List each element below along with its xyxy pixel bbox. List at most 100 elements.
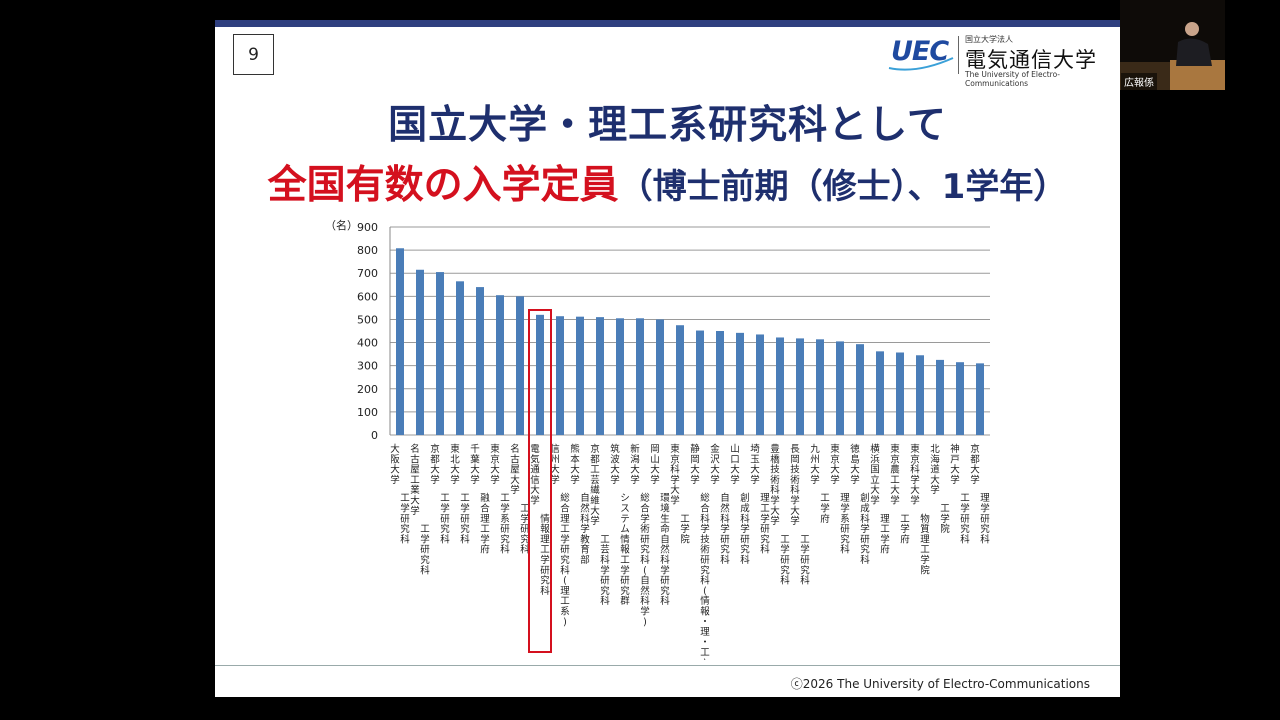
x-tick-char: 大 bbox=[470, 464, 480, 476]
x-tick-label: 熊本大学自然科学教育部 bbox=[570, 443, 590, 566]
x-tick-char: 技 bbox=[700, 533, 710, 545]
x-tick-char: 大 bbox=[590, 505, 600, 517]
x-tick-char: 科 bbox=[670, 464, 680, 476]
x-tick-char: 繊 bbox=[590, 484, 600, 496]
x-tick-char: 科 bbox=[720, 513, 730, 525]
x-tick-char: 情 bbox=[700, 595, 710, 607]
x-tick-char: 学 bbox=[470, 474, 480, 486]
x-tick-char: 京 bbox=[670, 453, 680, 465]
x-tick-char: 創 bbox=[740, 492, 750, 504]
y-tick-label: 800 bbox=[357, 244, 378, 257]
x-tick-char: 自 bbox=[640, 575, 650, 587]
bar bbox=[676, 325, 684, 435]
x-tick-char: 合 bbox=[640, 503, 650, 515]
x-tick-char: 究 bbox=[560, 554, 570, 566]
x-tick-label: 横浜国立大学理工学府 bbox=[870, 443, 890, 556]
x-tick-label: 京都大学理学研究科 bbox=[970, 443, 990, 545]
x-tick-char: 究 bbox=[420, 554, 430, 566]
x-tick-char: 科 bbox=[860, 513, 870, 525]
x-tick-char: 大 bbox=[410, 495, 420, 507]
x-tick-char: 学 bbox=[400, 503, 410, 515]
x-tick-char: 学 bbox=[670, 495, 680, 507]
x-tick-char: 究 bbox=[720, 544, 730, 556]
x-tick-char: 大 bbox=[930, 474, 940, 486]
y-tick-label: 900 bbox=[357, 221, 378, 234]
x-tick-char: 京 bbox=[890, 453, 900, 465]
x-tick-char: 科 bbox=[660, 554, 670, 566]
x-tick-char: 教 bbox=[580, 533, 590, 545]
x-tick-char: 究 bbox=[660, 585, 670, 597]
x-tick-char: ) bbox=[703, 658, 707, 660]
x-tick-char: 学 bbox=[750, 474, 760, 486]
x-tick-char: 院 bbox=[940, 523, 950, 535]
x-tick-char: 学 bbox=[870, 495, 880, 507]
x-tick-char: 究 bbox=[620, 585, 630, 597]
x-tick-char: 然 bbox=[720, 503, 730, 515]
x-tick-char: 熊 bbox=[570, 443, 580, 455]
x-tick-char: 東 bbox=[890, 443, 900, 455]
x-tick-char: 然 bbox=[660, 544, 670, 556]
x-tick-char: 総 bbox=[560, 492, 570, 504]
x-tick-char: 東 bbox=[490, 443, 500, 455]
x-tick-label: 東京大学工学系研究科 bbox=[490, 443, 510, 556]
x-tick-char: 学 bbox=[800, 544, 810, 556]
x-tick-char: 横 bbox=[870, 443, 880, 455]
x-tick-char: 農 bbox=[890, 464, 900, 476]
x-tick-char: 学 bbox=[640, 513, 650, 525]
x-tick-char: 究 bbox=[640, 544, 650, 556]
x-tick-label: 東京科学大学物質理工学院 bbox=[910, 443, 930, 576]
x-tick-char: 学 bbox=[820, 503, 830, 515]
bar bbox=[436, 272, 444, 435]
x-tick-char: 学 bbox=[420, 533, 430, 545]
x-tick-char: 道 bbox=[930, 464, 940, 476]
bar bbox=[696, 331, 704, 435]
x-tick-char: 学 bbox=[480, 533, 490, 545]
x-tick-label: 静岡大学総合科学技術研究科(情報・理・工) bbox=[690, 443, 710, 660]
x-tick-label: 徳島大学創成科学研究科 bbox=[850, 443, 870, 566]
x-tick-char: 物 bbox=[920, 513, 930, 525]
x-tick-char: 技 bbox=[770, 464, 780, 476]
x-tick-char: 学 bbox=[770, 495, 780, 507]
x-tick-label: 東京科学大学工学院 bbox=[670, 443, 690, 545]
bar bbox=[976, 363, 984, 435]
x-tick-char: 科 bbox=[780, 575, 790, 587]
x-tick-char: 島 bbox=[850, 453, 860, 465]
x-tick-char: 学 bbox=[860, 523, 870, 535]
x-tick-char: 究 bbox=[440, 523, 450, 535]
x-tick-char: 究 bbox=[780, 564, 790, 576]
x-tick-char: 学 bbox=[390, 474, 400, 486]
y-tick-label: 200 bbox=[357, 383, 378, 396]
x-tick-char: 学 bbox=[700, 523, 710, 535]
x-tick-char: 大 bbox=[790, 505, 800, 517]
x-tick-char: 府 bbox=[820, 513, 830, 525]
x-tick-char: 大 bbox=[490, 464, 500, 476]
x-tick-char: 科 bbox=[800, 575, 810, 587]
x-tick-char: 科 bbox=[720, 554, 730, 566]
x-tick-char: 科 bbox=[960, 533, 970, 545]
x-tick-char: 学 bbox=[450, 474, 460, 486]
x-tick-char: 埼 bbox=[750, 443, 760, 455]
x-tick-char: 学 bbox=[780, 544, 790, 556]
bar bbox=[596, 317, 604, 435]
bar bbox=[776, 337, 784, 435]
x-tick-char: 命 bbox=[660, 523, 670, 535]
slide: 9 UEC 国立大学法人 電気通信大学 The University of El… bbox=[215, 20, 1120, 697]
x-tick-label: 長岡技術科学大学工学研究科 bbox=[790, 444, 810, 587]
x-tick-char: 群 bbox=[620, 595, 630, 607]
bar bbox=[536, 315, 544, 435]
x-tick-label: 大阪大学工学研究科 bbox=[390, 443, 410, 545]
x-tick-char: 維 bbox=[590, 495, 600, 507]
bar bbox=[956, 362, 964, 435]
y-tick-label: 400 bbox=[357, 337, 378, 350]
x-tick-char: 学 bbox=[950, 474, 960, 486]
x-tick-char: 科 bbox=[640, 554, 650, 566]
x-tick-char: 神 bbox=[950, 443, 960, 455]
x-tick-char: 葉 bbox=[470, 453, 480, 465]
x-tick-char: 科 bbox=[790, 484, 800, 496]
x-tick-char: 学 bbox=[570, 474, 580, 486]
x-tick-char: 学 bbox=[890, 495, 900, 507]
x-tick-char: 学 bbox=[840, 503, 850, 515]
x-tick-char: 学 bbox=[670, 474, 680, 486]
